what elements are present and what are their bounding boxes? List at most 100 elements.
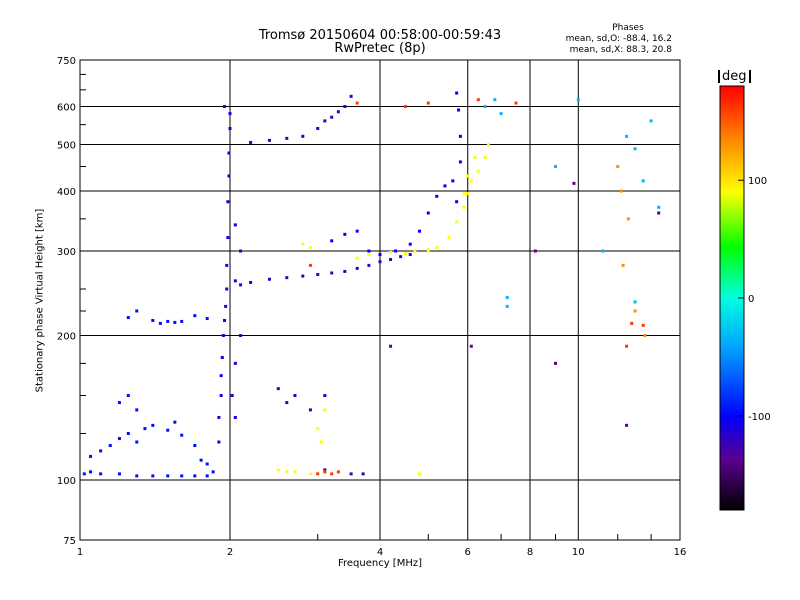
data-point <box>99 472 103 476</box>
colorbar-tick-label: 0 <box>748 294 754 305</box>
data-point <box>89 454 93 458</box>
data-point <box>135 309 139 313</box>
data-point <box>330 239 334 243</box>
data-point <box>285 470 289 474</box>
data-point <box>417 472 421 476</box>
data-point <box>301 274 305 278</box>
data-point <box>180 319 184 323</box>
data-point <box>301 242 305 246</box>
data-point <box>426 211 430 215</box>
data-point <box>355 256 359 260</box>
data-point <box>193 444 197 448</box>
data-point <box>505 304 509 308</box>
data-point <box>408 253 412 257</box>
data-point <box>426 249 430 253</box>
data-point <box>220 355 224 359</box>
chart-title: Tromsø 20150604 00:58:00-00:59:43 <box>258 28 502 43</box>
data-point <box>435 194 439 198</box>
data-point <box>455 91 459 95</box>
data-point <box>193 314 197 318</box>
data-point <box>316 427 320 431</box>
data-point <box>641 179 645 183</box>
data-point <box>308 472 312 476</box>
data-point <box>158 321 162 325</box>
data-point <box>301 134 305 138</box>
data-point <box>349 472 353 476</box>
data-point <box>239 334 243 338</box>
x-tick-label: 4 <box>377 547 383 558</box>
x-axis-label: Frequency [MHz] <box>337 558 423 569</box>
data-point <box>455 220 459 224</box>
data-point <box>389 258 393 262</box>
stats-o-mode: mean, sd,O: -88.4, 16.2 <box>565 34 672 44</box>
data-point <box>126 316 130 320</box>
data-point <box>625 134 629 138</box>
data-point <box>443 184 447 188</box>
data-point <box>239 283 243 287</box>
data-point <box>367 263 371 267</box>
data-point <box>483 105 487 109</box>
data-point <box>143 427 147 431</box>
data-point <box>239 249 243 253</box>
data-point <box>469 179 473 183</box>
data-point <box>408 242 412 246</box>
data-point <box>323 468 327 472</box>
data-point <box>343 105 347 109</box>
data-point <box>621 263 625 267</box>
data-point <box>205 462 209 466</box>
data-point <box>217 440 221 444</box>
data-point <box>378 253 382 257</box>
data-point <box>276 387 280 391</box>
data-point <box>223 318 227 322</box>
colorbar-unit: deg <box>718 70 751 83</box>
data-point <box>166 428 170 432</box>
data-point <box>151 423 155 427</box>
axis-ticks: 1 2 4 6 8 10 16 75 100 200 300 400 500 600 750 <box>57 56 686 558</box>
y-tick-label: 600 <box>57 103 76 114</box>
data-point <box>355 229 359 233</box>
data-point <box>473 155 477 159</box>
data-point <box>451 179 455 183</box>
data-point <box>285 401 289 405</box>
data-point <box>117 472 121 476</box>
data-point <box>399 255 403 259</box>
data-point <box>166 319 170 323</box>
data-point <box>308 246 312 250</box>
data-point <box>193 474 197 478</box>
data-point <box>533 249 537 253</box>
x-tick-label: 6 <box>465 547 471 558</box>
y-tick-label: 400 <box>57 187 76 198</box>
data-point <box>151 318 155 322</box>
data-point <box>426 101 430 105</box>
x-tick-label: 2 <box>227 547 233 558</box>
data-point <box>462 192 466 196</box>
data-point <box>135 440 139 444</box>
data-point <box>323 119 327 123</box>
y-tick-label: 100 <box>57 476 76 487</box>
data-point <box>657 205 661 209</box>
data-point <box>89 470 93 474</box>
data-point <box>217 415 221 419</box>
data-point <box>367 249 371 253</box>
data-point <box>227 174 231 178</box>
data-point <box>336 110 340 114</box>
data-point <box>323 470 327 474</box>
data-point <box>572 181 576 185</box>
data-point <box>330 271 334 275</box>
data-point <box>285 136 289 140</box>
data-point <box>349 94 353 98</box>
data-point <box>219 394 223 398</box>
data-point <box>641 323 645 327</box>
data-point <box>619 189 623 193</box>
data-point <box>224 304 228 308</box>
data-point <box>108 444 112 448</box>
scatter-points <box>82 91 661 478</box>
data-point <box>633 300 637 304</box>
y-tick-label: 750 <box>57 56 76 67</box>
data-point <box>233 279 237 283</box>
colorbar-ticks: 100 0 -100 <box>738 176 771 423</box>
data-point <box>616 164 620 168</box>
data-point <box>469 344 473 348</box>
data-point <box>576 98 580 102</box>
data-point <box>205 317 209 321</box>
